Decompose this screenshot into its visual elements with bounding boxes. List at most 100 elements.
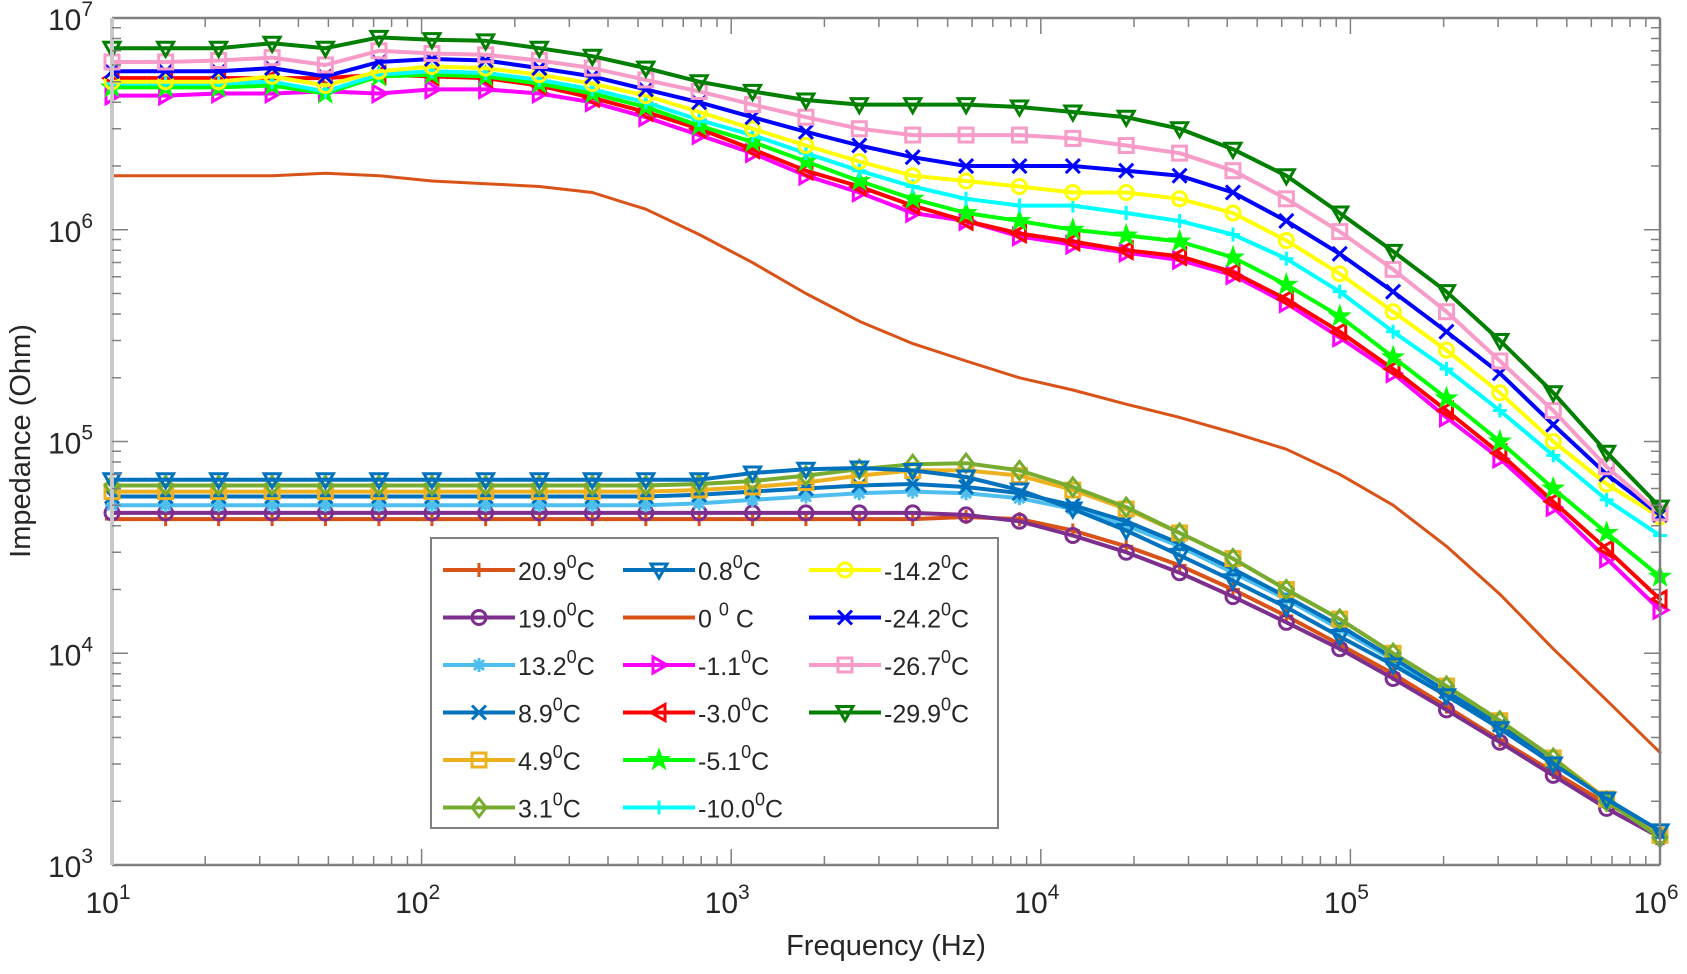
data-point (1169, 547, 1191, 567)
series--14.2C (103, 58, 1669, 526)
data-point (261, 35, 283, 55)
data-point (797, 136, 815, 154)
y-tick-label: 105 (48, 422, 93, 461)
data-point (1384, 303, 1402, 321)
legend-entry: 19.00C (443, 600, 595, 634)
data-point (848, 97, 870, 116)
data-point (1382, 657, 1404, 677)
data-point (421, 472, 443, 491)
data-point (1168, 245, 1188, 267)
data-point (1546, 448, 1561, 463)
data-point (1172, 213, 1187, 228)
series-0C (110, 171, 1662, 754)
data-point (851, 137, 868, 154)
data-point (1332, 284, 1347, 299)
data-point (1278, 212, 1295, 230)
data-point (904, 167, 922, 185)
series-layer (99, 29, 1673, 849)
data-point (1115, 239, 1134, 261)
data-point (265, 498, 280, 513)
series-line (110, 515, 1662, 833)
data-point (635, 60, 657, 80)
y-tick-label: 106 (48, 210, 93, 249)
data-point (318, 498, 333, 513)
data-point (1171, 167, 1188, 184)
data-point (1119, 205, 1134, 220)
legend-entry: -26.70C (809, 647, 969, 681)
data-point (528, 472, 550, 491)
legend-label: -26.70C (884, 647, 969, 681)
data-point (848, 460, 870, 479)
data-point (1544, 746, 1563, 770)
legend-label: -5.10C (698, 742, 769, 776)
data-point (370, 62, 388, 80)
data-point (208, 40, 230, 60)
series-line (110, 87, 1662, 612)
data-point (1384, 641, 1403, 665)
legend-entry: 4.90C (443, 742, 581, 776)
legend: 20.90C 19.00C 13.20C 8.90C 4.90C 3.10C 0.80C 0 … (430, 537, 999, 829)
data-point (1171, 144, 1189, 162)
x-tick-label: 103 (705, 881, 750, 920)
legend-entry: 8.90C (443, 695, 581, 729)
data-point (850, 120, 868, 138)
data-point (954, 200, 979, 224)
data-point (1542, 756, 1564, 775)
data-point (958, 157, 975, 175)
data-point (1331, 265, 1349, 283)
data-point (955, 469, 977, 488)
data-point (1329, 205, 1351, 225)
data-point (1279, 251, 1294, 266)
data-point (1277, 190, 1295, 208)
data-point (1225, 227, 1240, 242)
series-line (110, 64, 1662, 519)
data-point (1222, 573, 1244, 592)
data-point (1386, 324, 1401, 339)
data-point (1169, 121, 1191, 140)
legend-entry: 3.10C (443, 790, 581, 824)
data-point (1545, 416, 1562, 433)
legend-label: -14.20C (884, 552, 969, 586)
series-0.8C (101, 460, 1671, 842)
data-point (1277, 578, 1296, 601)
data-point (157, 63, 174, 80)
series-line (110, 57, 1662, 517)
legend-marker (834, 705, 856, 724)
data-point (851, 477, 868, 494)
legend-entry: -1.10C (623, 647, 769, 681)
data-point (1220, 244, 1246, 268)
series-line (110, 69, 1662, 538)
data-point (1274, 271, 1299, 295)
data-point (1115, 109, 1137, 129)
x-tick-label: 106 (1633, 881, 1678, 920)
data-point (850, 153, 868, 171)
legend-entry: -14.20C (809, 552, 969, 586)
legend-marker (472, 658, 486, 672)
data-point (744, 120, 762, 138)
legend-label: 13.20C (518, 647, 595, 681)
data-point (1491, 352, 1509, 370)
legend-marker (651, 654, 671, 676)
data-point (1063, 475, 1082, 499)
data-point (1435, 284, 1458, 303)
data-point (1117, 183, 1135, 201)
data-point (1012, 198, 1027, 213)
data-point (850, 504, 868, 522)
data-point (475, 472, 497, 491)
data-point (1487, 428, 1512, 452)
legend-label: -29.90C (884, 695, 969, 729)
legend-entry: 20.90C (443, 552, 595, 586)
legend-entry: -29.90C (809, 695, 969, 729)
data-point (368, 29, 390, 49)
data-point (1117, 495, 1136, 519)
data-point (1167, 228, 1192, 252)
data-point (1172, 539, 1187, 554)
legend-marker (836, 609, 854, 626)
data-point (1010, 126, 1028, 144)
data-point (1439, 361, 1454, 376)
data-point (955, 97, 977, 116)
data-point (1434, 385, 1459, 409)
tick-labels: 101 102 103 104 105 106 103 104 105 106 107 (48, 0, 1679, 920)
series-line (110, 510, 1662, 840)
data-point (1225, 565, 1240, 580)
